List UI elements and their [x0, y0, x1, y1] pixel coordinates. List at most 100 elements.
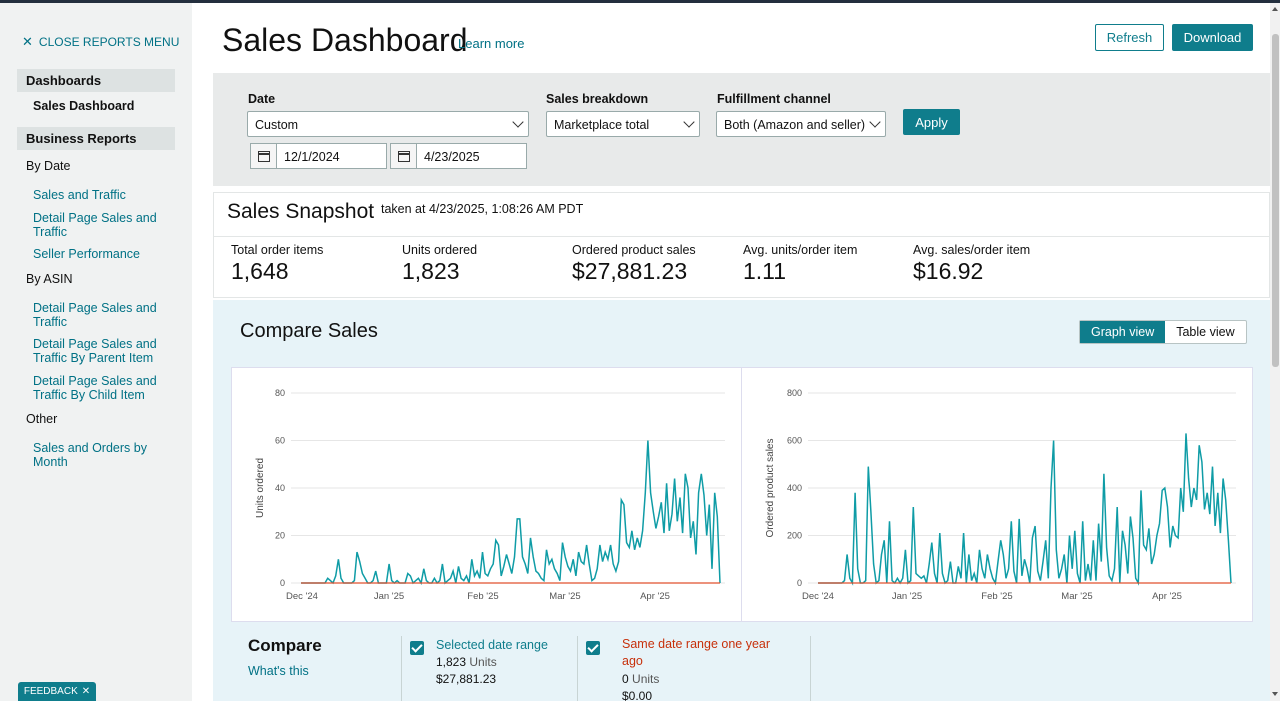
y-tick-label: 0 [797, 578, 802, 588]
metric-label: Units ordered [402, 243, 478, 257]
divider [741, 368, 742, 621]
sales-breakdown-select[interactable]: Marketplace total [546, 111, 700, 137]
y-tick-label: 200 [787, 531, 802, 541]
chevron-down-icon [512, 116, 524, 128]
y-tick-label: 0 [280, 578, 285, 588]
divider [214, 236, 1269, 237]
units-ordered-chart: 0 20 40 60 80 Dec '24 Jan '25 Feb '25 Mar '25 Apr… [255, 388, 725, 602]
date-range-value: Custom [255, 118, 299, 132]
scroll-down-arrow-icon[interactable] [1272, 692, 1278, 696]
selected-sales: $27,881.23 [436, 672, 497, 686]
sidebar-link-sales-orders-month[interactable]: Sales and Orders by Month [33, 441, 147, 469]
series-line-selected [301, 440, 721, 586]
fulfillment-channel-value: Both (Amazon and seller) [724, 118, 866, 132]
compare-sales-title: Compare Sales [240, 320, 378, 342]
close-reports-menu-button[interactable]: ✕ CLOSE REPORTS MENU [22, 34, 179, 50]
date-filter-label: Date [248, 92, 276, 106]
by-asin-group-label: By ASIN [26, 272, 73, 286]
scroll-up-arrow-icon[interactable] [1272, 7, 1278, 11]
x-tick-label: Apr '25 [1152, 591, 1182, 602]
y-axis-label: Units ordered [255, 458, 266, 518]
metric-value: 1,823 [402, 258, 460, 284]
sales-snapshot-panel [213, 192, 1270, 298]
metric-value: $27,881.23 [572, 258, 688, 284]
sidebar-link-detail-page-sales-traffic[interactable]: Detail Page Sales and Traffic [33, 211, 157, 239]
divider [401, 636, 402, 701]
selected-range-checkbox[interactable] [410, 641, 424, 655]
x-tick-label: Mar '25 [1061, 591, 1092, 602]
close-icon[interactable]: ✕ [81, 686, 91, 697]
y-tick-label: 80 [275, 388, 285, 398]
page-title: Sales Dashboard [222, 22, 468, 58]
prior-units: 0 Units [622, 672, 659, 686]
prior-units-value: 0 [622, 672, 629, 686]
feedback-button[interactable]: FEEDBACK ✕ [18, 682, 96, 701]
sidebar-item-sales-dashboard[interactable]: Sales Dashboard [33, 99, 135, 113]
whats-this-link[interactable]: What's this [248, 664, 309, 678]
fulfillment-channel-label: Fulfillment channel [717, 92, 831, 106]
x-tick-label: Jan '25 [892, 591, 922, 602]
graph-view-button[interactable]: Graph view [1080, 321, 1166, 343]
metric-value: $16.92 [913, 258, 984, 284]
refresh-button[interactable]: Refresh [1095, 24, 1164, 51]
business-reports-heading: Business Reports [17, 127, 175, 150]
metric-label: Avg. sales/order item [913, 243, 1031, 257]
metric-label: Avg. units/order item [743, 243, 858, 257]
calendar-icon[interactable] [251, 144, 277, 168]
y-tick-label: 600 [787, 436, 802, 446]
download-button[interactable]: Download [1172, 24, 1253, 51]
chevron-down-icon [683, 116, 695, 128]
view-toggle: Graph view Table view [1079, 320, 1247, 344]
fulfillment-channel-select[interactable]: Both (Amazon and seller) [716, 111, 886, 137]
end-date-value: 4/23/2025 [424, 150, 480, 164]
sales-breakdown-value: Marketplace total [554, 118, 650, 132]
divider [810, 636, 811, 701]
chevron-down-icon [869, 116, 881, 128]
selected-units-value: 1,823 [436, 655, 467, 669]
metric-label: Ordered product sales [572, 243, 696, 257]
y-tick-label: 400 [787, 483, 802, 493]
scrollbar-thumb[interactable] [1272, 34, 1279, 367]
selected-units: 1,823 Units [436, 655, 497, 669]
table-view-button[interactable]: Table view [1176, 325, 1235, 339]
ordered-sales-chart: 0 200 400 600 800 Dec '24 Jan '25 Feb '25 Mar '2… [765, 388, 1236, 602]
selected-range-label: Selected date range [436, 638, 548, 652]
y-axis-label: Ordered product sales [765, 439, 776, 538]
snapshot-timestamp: taken at 4/23/2025, 1:08:26 AM PDT [381, 202, 584, 216]
prior-sales: $0.00 [622, 689, 653, 701]
start-date-field[interactable]: 12/1/2024 [250, 143, 387, 169]
sidebar-link-sales-and-traffic[interactable]: Sales and Traffic [33, 188, 126, 202]
compare-title: Compare [248, 636, 322, 655]
y-tick-label: 60 [275, 436, 285, 446]
feedback-label: FEEDBACK [23, 686, 78, 697]
x-tick-label: Jan '25 [374, 591, 404, 602]
units-word: Units [632, 672, 660, 686]
sidebar-link-seller-performance[interactable]: Seller Performance [33, 247, 140, 261]
apply-button[interactable]: Apply [903, 109, 960, 135]
start-date-value: 12/1/2024 [284, 150, 340, 164]
x-tick-label: Dec '24 [802, 591, 834, 602]
end-date-field[interactable]: 4/23/2025 [390, 143, 527, 169]
metric-value: 1,648 [231, 258, 289, 284]
learn-more-link[interactable]: Learn more [458, 36, 525, 51]
metric-label: Total order items [231, 243, 324, 257]
sales-snapshot-title: Sales Snapshot [227, 200, 375, 223]
x-tick-label: Feb '25 [467, 591, 498, 602]
sidebar-link-asin-detail-page[interactable]: Detail Page Sales and Traffic [33, 301, 157, 329]
calendar-icon[interactable] [391, 144, 417, 168]
date-range-select[interactable]: Custom [247, 111, 529, 137]
reports-sidebar [0, 3, 192, 701]
units-word: Units [469, 655, 497, 669]
x-tick-label: Apr '25 [640, 591, 670, 602]
prior-year-label: Same date range one year ago [622, 637, 771, 668]
sidebar-link-asin-by-parent[interactable]: Detail Page Sales and Traffic By Parent … [33, 337, 157, 365]
prior-year-checkbox[interactable] [586, 641, 600, 655]
close-reports-menu-label: CLOSE REPORTS MENU [38, 35, 180, 49]
top-bar [0, 0, 1280, 3]
sidebar-link-asin-by-child[interactable]: Detail Page Sales and Traffic By Child I… [33, 374, 157, 402]
divider [577, 636, 578, 701]
series-line-selected [818, 433, 1232, 586]
y-tick-label: 40 [275, 483, 285, 493]
y-tick-label: 800 [787, 388, 802, 398]
x-tick-label: Feb '25 [981, 591, 1012, 602]
